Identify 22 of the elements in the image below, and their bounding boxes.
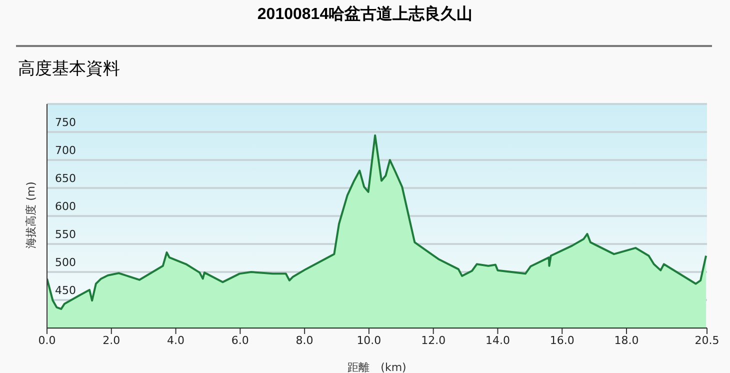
y-axis-title: 海拔高度 (m) — [24, 182, 38, 248]
x-tick-label: 0.0 — [38, 334, 56, 347]
chart-subtitle: 高度基本資料 — [18, 58, 120, 80]
y-tick-label: 750 — [55, 116, 76, 129]
y-tick-label: 500 — [55, 256, 76, 269]
x-tick-label: 20.5 — [694, 334, 720, 347]
x-tick-label: 6.0 — [231, 334, 249, 347]
x-tick-label: 16.0 — [550, 334, 574, 347]
y-tick-label: 700 — [55, 144, 76, 157]
x-axis-title: 距離 (km) — [348, 361, 406, 373]
y-tick-label: 550 — [55, 228, 76, 241]
y-tick-label: 450 — [55, 284, 76, 297]
x-tick-label: 18.0 — [614, 334, 639, 347]
x-tick-label: 14.0 — [485, 334, 510, 347]
x-tick-label: 8.0 — [296, 334, 314, 347]
x-tick-label: 12.0 — [421, 334, 446, 347]
chart-title: 20100814哈盆古道上志良久山 — [257, 6, 473, 23]
y-tick-label: 600 — [55, 200, 76, 213]
x-tick-label: 4.0 — [167, 334, 185, 347]
x-tick-label: 10.0 — [356, 334, 382, 347]
y-tick-label: 650 — [55, 172, 76, 185]
x-tick-label: 2.0 — [102, 334, 120, 347]
